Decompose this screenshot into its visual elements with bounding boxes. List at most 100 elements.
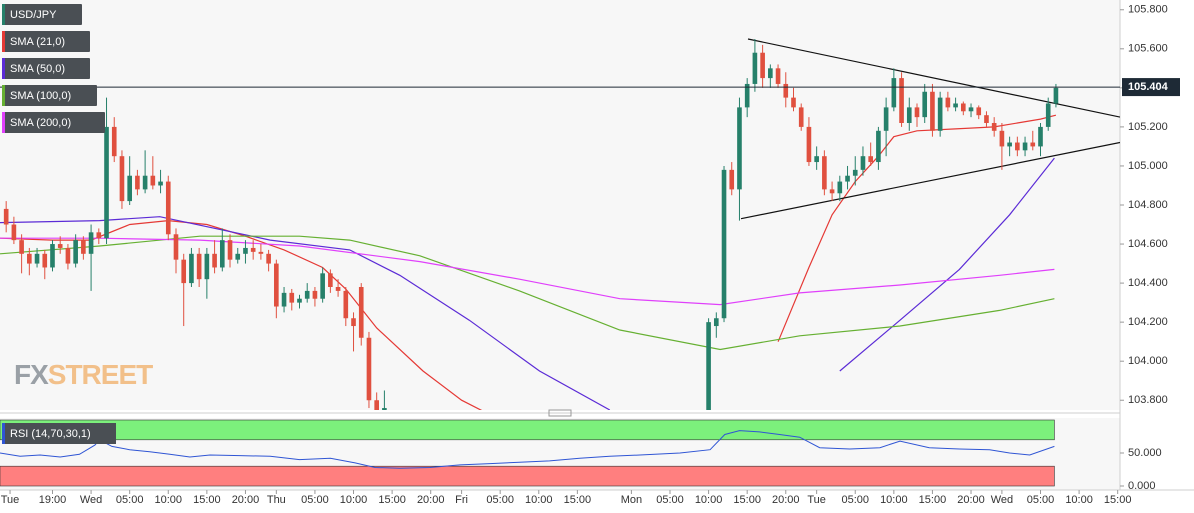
watermark: FXSTREET — [14, 359, 153, 390]
candle-body — [266, 253, 271, 264]
rsi-swatch — [2, 423, 5, 444]
candle-body — [227, 240, 233, 260]
x-tick-label: 05:00 — [486, 494, 514, 506]
candle-body — [960, 103, 966, 112]
x-tick-label: 10:00 — [155, 494, 183, 506]
x-tick-label: Fri — [455, 494, 468, 506]
candle-body — [57, 244, 63, 248]
watermark-fx: FX — [14, 359, 49, 390]
x-tick-label: 15:00 — [733, 494, 761, 506]
candle-body — [374, 400, 379, 410]
sma-line — [0, 157, 1055, 410]
candle-body — [297, 298, 302, 303]
candle-body — [760, 52, 765, 79]
candle-body — [922, 91, 928, 118]
candle-body — [189, 253, 194, 284]
candle-body — [343, 290, 349, 319]
candle-body — [930, 91, 935, 131]
trendline — [740, 141, 1120, 220]
x-tick-label: 10:00 — [340, 494, 368, 506]
legend-box[interactable] — [2, 31, 90, 52]
x-tick-label: 20:00 — [957, 494, 985, 506]
x-tick-label: 15:00 — [564, 494, 592, 506]
x-tick-label: 15:00 — [919, 494, 947, 506]
x-tick-label: 10:00 — [1065, 494, 1093, 506]
candle-body — [814, 156, 819, 163]
candle-body — [42, 253, 48, 268]
y-tick-label: 104.600 — [1128, 238, 1168, 250]
x-tick-label: 10:00 — [525, 494, 553, 506]
candle-body — [289, 292, 295, 303]
legend-box[interactable] — [2, 85, 97, 106]
legend-swatch — [2, 58, 5, 79]
candle-body — [27, 253, 32, 264]
candle-body — [19, 240, 24, 254]
legend: USD/JPY SMA (21,0) SMA (50,0) SMA (100,0) SM… — [2, 4, 116, 444]
candle-body — [1015, 142, 1020, 151]
candle-body — [243, 247, 248, 254]
rsi-line — [0, 430, 1055, 469]
candle-body — [196, 253, 202, 280]
x-tick-label: 15:00 — [1104, 494, 1132, 506]
legend-swatch — [2, 112, 5, 133]
candle-body — [312, 290, 318, 299]
legend-box[interactable] — [2, 58, 90, 79]
candle-body — [165, 181, 171, 235]
legend-label: SMA (50,0) — [10, 63, 65, 75]
candle-body — [135, 175, 140, 190]
candle-body — [258, 251, 264, 254]
candle-body — [127, 175, 132, 202]
candle-body — [768, 68, 773, 79]
candle-body — [119, 156, 125, 202]
candle-body — [34, 253, 40, 264]
x-tick-label: 05:00 — [656, 494, 684, 506]
resize-handle[interactable] — [548, 409, 572, 417]
candle-body — [181, 259, 187, 284]
candle-body — [845, 175, 850, 182]
candle-body — [320, 273, 325, 299]
x-tick-label: 05:00 — [301, 494, 329, 506]
candle-body — [274, 263, 279, 307]
candle-body — [798, 107, 804, 127]
watermark-street: STREET — [48, 359, 153, 390]
last-price-label: 105.404 — [1128, 81, 1169, 93]
candle-body — [358, 287, 364, 338]
last-price-box — [1122, 78, 1180, 97]
candle-body — [65, 247, 71, 264]
candle-body — [104, 126, 109, 239]
legend-box[interactable] — [2, 112, 105, 133]
candle-body — [1038, 126, 1043, 147]
y-tick-label: 104.000 — [1128, 355, 1168, 367]
candle-body — [1053, 87, 1059, 104]
candle-body — [219, 240, 225, 268]
candle-body — [150, 175, 156, 186]
x-tick-label: 10:00 — [695, 494, 723, 506]
candle-body — [706, 322, 711, 410]
y-tick-label: 105.000 — [1128, 160, 1168, 172]
candle-body — [737, 107, 742, 190]
candle-body — [937, 97, 943, 131]
candle-body — [752, 52, 758, 84]
candle-body — [976, 107, 982, 116]
y-tick-label: 103.800 — [1128, 394, 1168, 406]
candle-body — [999, 130, 1005, 147]
candle-body — [806, 126, 812, 163]
candle-body — [304, 290, 310, 299]
candle-body — [914, 107, 920, 118]
x-tick-label: 05:00 — [116, 494, 144, 506]
candle-body — [204, 253, 210, 280]
legend-box[interactable] — [2, 4, 82, 25]
candle-body — [883, 107, 889, 131]
price-plot — [0, 38, 1120, 410]
candle-body — [822, 156, 827, 190]
candle-body — [212, 253, 217, 268]
rsi-band — [0, 465, 1055, 487]
candle-body — [713, 318, 719, 327]
candle-body — [984, 115, 989, 123]
rsi-label-box[interactable] — [2, 423, 116, 444]
y-tick-label: 104.400 — [1128, 277, 1168, 289]
candle-body — [96, 232, 102, 239]
candle-body — [50, 244, 55, 268]
